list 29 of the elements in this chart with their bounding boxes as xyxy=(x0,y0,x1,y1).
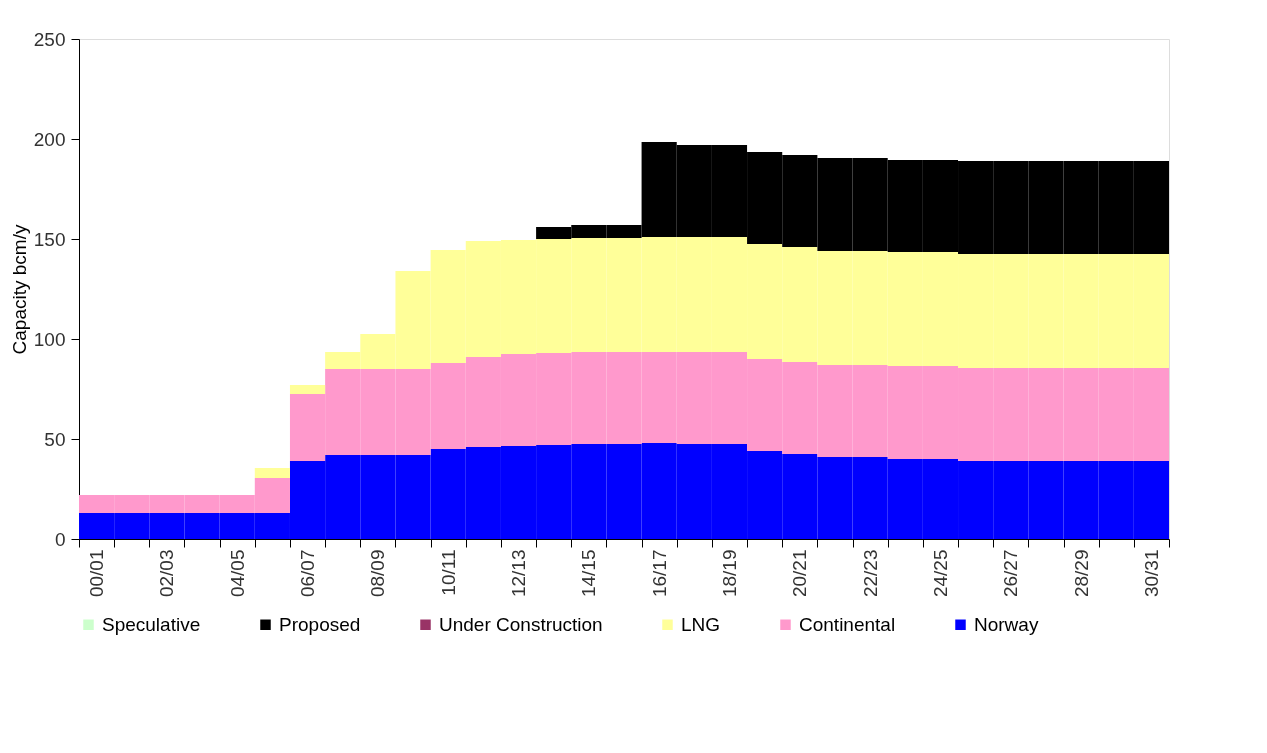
x-tick-label: 08/09 xyxy=(367,549,389,598)
legend-label: LNG xyxy=(681,613,721,635)
x-tick-label: 22/23 xyxy=(859,549,881,598)
x-tick-label: 10/11 xyxy=(437,549,459,596)
y-tick-label: 100 xyxy=(33,328,66,350)
x-tick-label: 14/15 xyxy=(578,549,600,598)
x-tick-label: 30/31 xyxy=(1140,549,1162,598)
x-tick-label: 16/17 xyxy=(648,549,670,598)
x-tick-label: 04/05 xyxy=(226,549,248,598)
x-tick-label: 18/19 xyxy=(718,549,740,598)
y-tick-label: 0 xyxy=(54,528,66,550)
legend-label: Norway xyxy=(974,613,1039,635)
legend-label: Continental xyxy=(799,613,896,635)
x-tick-label: 06/07 xyxy=(297,549,319,598)
legend-label: Speculative xyxy=(102,613,201,635)
legend-label: Proposed xyxy=(279,613,361,635)
y-axis-title: Capacity bcm/y xyxy=(8,224,30,355)
x-tick-label: 24/25 xyxy=(929,549,951,598)
y-tick-label: 50 xyxy=(44,428,66,450)
x-tick-label: 00/01 xyxy=(86,549,108,598)
x-tick-label: 26/27 xyxy=(1000,549,1022,598)
x-tick-label: 12/13 xyxy=(508,549,530,598)
legend-label: Under Construction xyxy=(439,613,603,635)
y-tick-label: 250 xyxy=(33,28,66,50)
x-tick-label: 20/21 xyxy=(789,549,811,598)
x-tick-label: 28/29 xyxy=(1070,549,1092,598)
y-tick-label: 150 xyxy=(33,228,66,250)
x-tick-label: 02/03 xyxy=(156,549,178,598)
y-tick-label: 200 xyxy=(33,128,66,150)
